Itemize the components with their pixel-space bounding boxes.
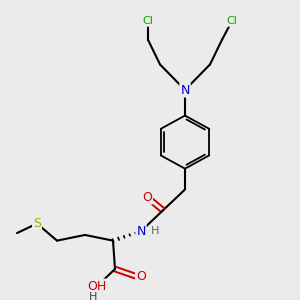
Text: H: H xyxy=(89,292,97,300)
Text: O: O xyxy=(142,190,152,204)
Text: N: N xyxy=(180,83,190,97)
Text: O: O xyxy=(136,270,146,283)
Text: H: H xyxy=(151,226,159,236)
Text: S: S xyxy=(33,217,41,230)
Text: Cl: Cl xyxy=(142,16,153,26)
Text: Cl: Cl xyxy=(226,16,237,26)
Text: OH: OH xyxy=(87,280,106,292)
Text: N: N xyxy=(136,225,146,238)
